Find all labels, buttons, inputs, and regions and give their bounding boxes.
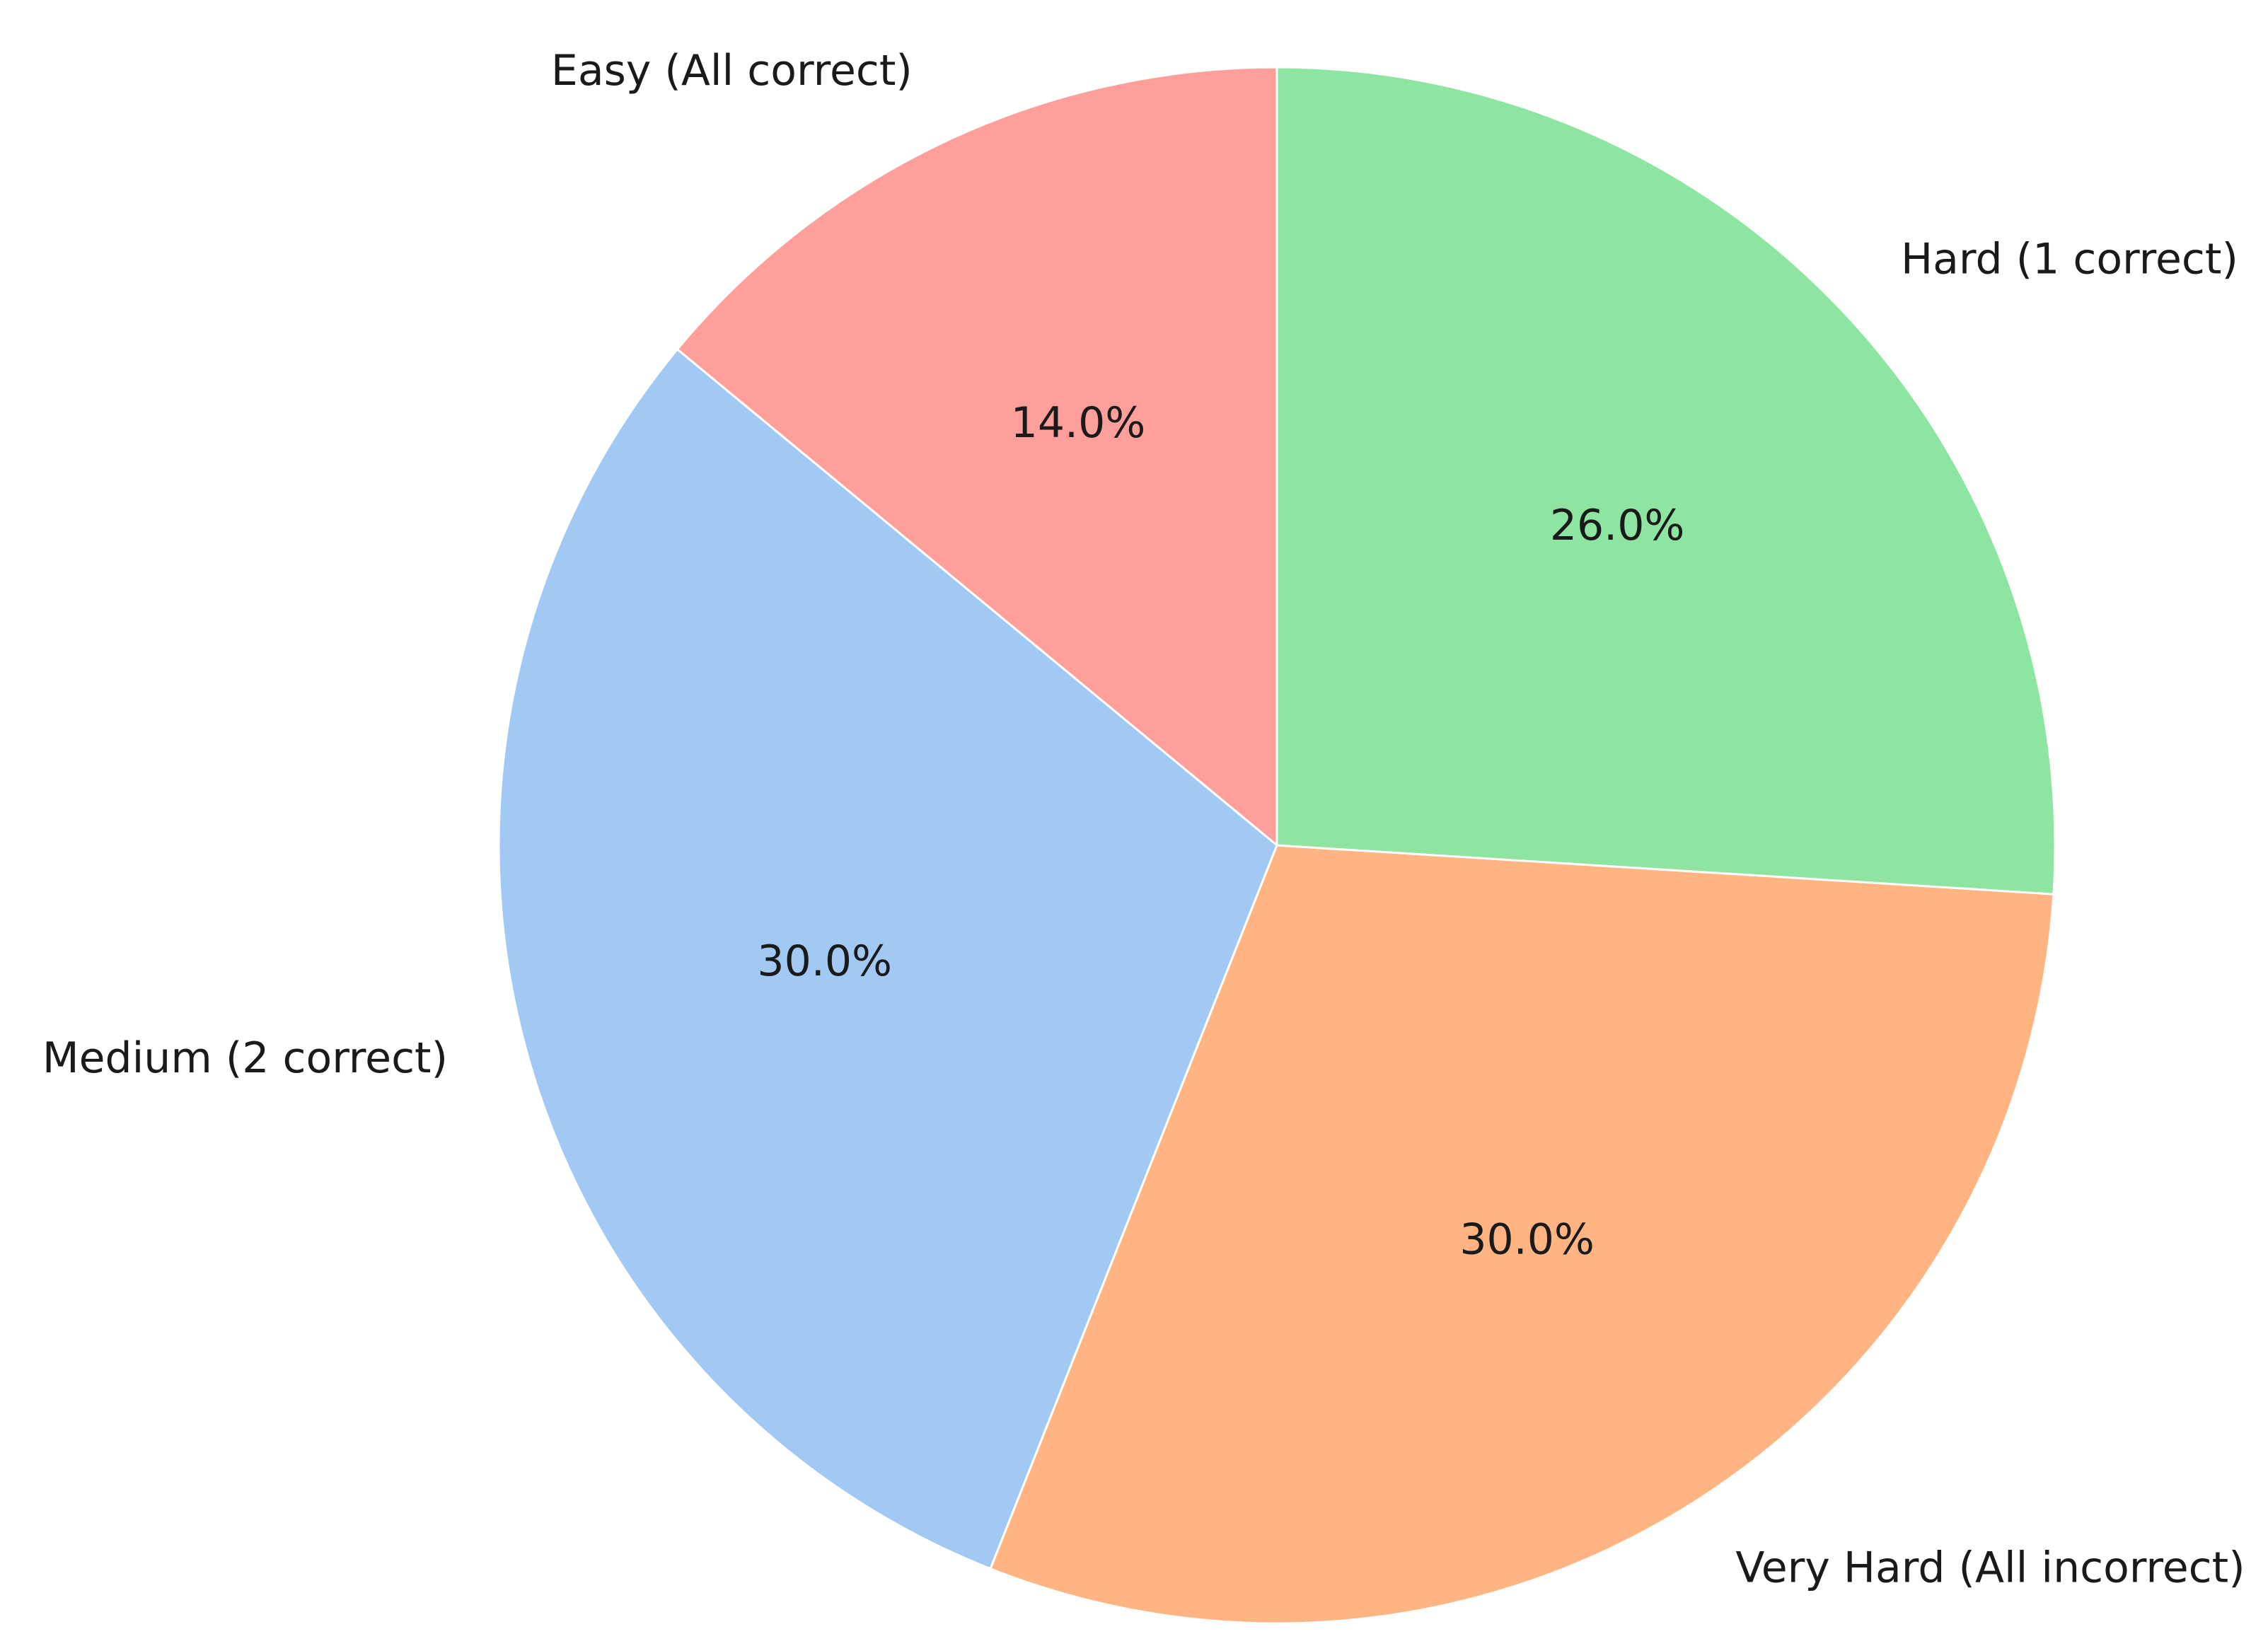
pct-label-hard-1-correct: 26.0%: [1550, 501, 1685, 550]
category-label-easy-all-correct: Easy (All correct): [551, 46, 913, 95]
pct-label-medium-2-correct: 30.0%: [757, 937, 892, 986]
pie-slice-very-hard-all-incorrect: [989, 844, 2055, 1625]
pie-labels: 14.0% Easy (All correct) 30.0% Medium (2 co…: [42, 46, 2245, 1592]
category-label-medium-2-correct: Medium (2 correct): [42, 1033, 448, 1083]
category-label-very-hard-all-incorrect: Very Hard (All incorrect): [1735, 1543, 2245, 1593]
pct-label-very-hard-all-incorrect: 30.0%: [1459, 1215, 1595, 1264]
pie-slice-medium-2-correct: [497, 348, 1278, 1570]
pie-slice-easy-all-correct: [676, 66, 1278, 847]
category-label-hard-1-correct: Hard (1 correct): [1901, 235, 2238, 284]
pie-slice-hard-1-correct: [1275, 66, 2056, 896]
pct-label-easy-all-correct: 14.0%: [1011, 398, 1146, 448]
pie-slices: [497, 66, 2056, 1625]
